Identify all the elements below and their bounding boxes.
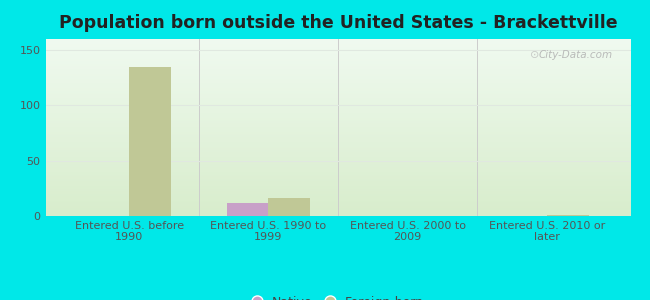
Legend: Native, Foreign-born: Native, Foreign-born — [248, 292, 428, 300]
Bar — [227, 203, 268, 216]
Text: City-Data.com: City-Data.com — [539, 50, 613, 60]
Bar — [547, 215, 589, 216]
Bar — [268, 198, 310, 216]
Bar — [129, 67, 171, 216]
Title: Population born outside the United States - Brackettville: Population born outside the United State… — [58, 14, 618, 32]
Text: ⊙: ⊙ — [530, 50, 540, 60]
